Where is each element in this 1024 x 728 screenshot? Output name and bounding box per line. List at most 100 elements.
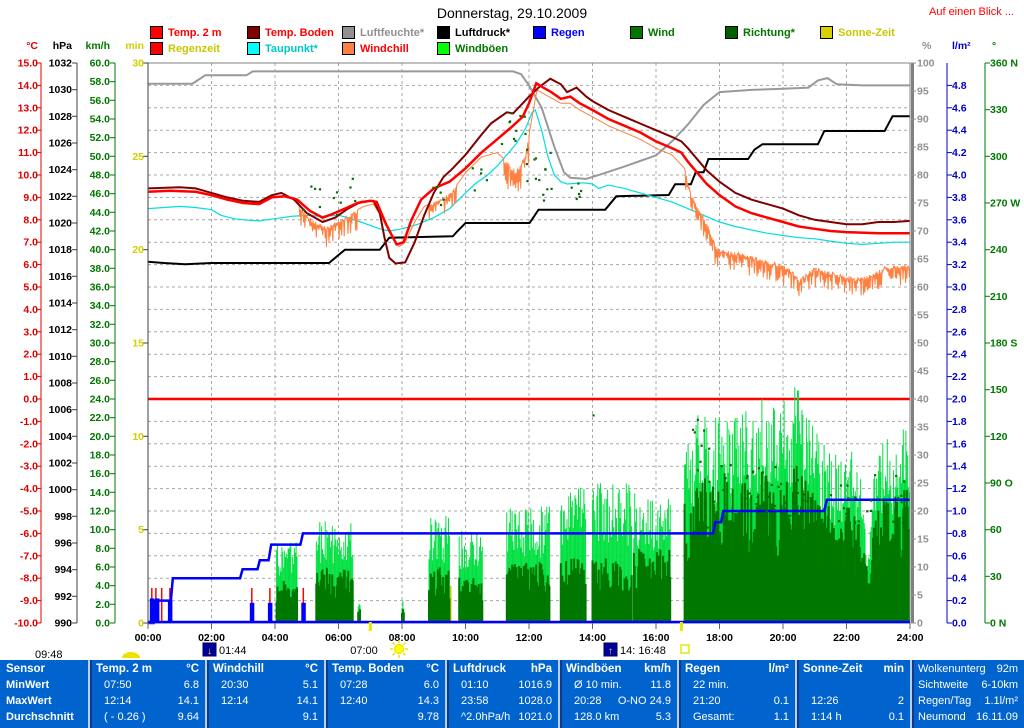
cell-value: 14.1 — [177, 695, 199, 707]
cell-value: 1021.0 — [518, 711, 552, 723]
svg-text:22:00: 22:00 — [833, 632, 860, 644]
legend-swatch — [342, 26, 355, 39]
svg-text:12.0: 12.0 — [18, 125, 39, 137]
table-cell-avg: 1:14 h 0.1 — [797, 709, 910, 725]
svg-text:20: 20 — [132, 244, 144, 256]
axis-temp: -10.0 -9.0 -8.0 -7.0 -6.0 -5.0 -4.0 -3.0 -2.0 -1.… — [14, 58, 42, 630]
svg-text:1030: 1030 — [49, 84, 73, 96]
cell-value: 14.1 — [296, 695, 318, 707]
cell-value: 1016.9 — [518, 679, 552, 691]
svg-text:5.0: 5.0 — [23, 282, 38, 294]
svg-text:10:00: 10:00 — [452, 632, 479, 644]
info-key: Regen/Tag — [918, 695, 972, 707]
legend-label: Richtung* — [743, 26, 795, 39]
table-cell-min: 07:50 6.8 — [90, 677, 205, 693]
svg-text:35: 35 — [917, 422, 929, 434]
svg-text:00:00: 00:00 — [135, 632, 162, 644]
axis-header: km/h — [85, 40, 110, 52]
legend-swatch — [342, 42, 355, 55]
axis-header: min — [125, 40, 144, 52]
cell-value: 5.1 — [302, 679, 318, 691]
info-value: 6-10km — [981, 679, 1018, 691]
legend-swatch — [533, 26, 546, 39]
svg-text:42.0: 42.0 — [90, 226, 111, 238]
svg-text:2.8: 2.8 — [952, 304, 967, 316]
table-cell-avg: Gesamt: 1.1 — [679, 709, 795, 725]
svg-text:90 O: 90 O — [990, 478, 1013, 490]
info-row-neumond: Neumond 16.11.09 — [912, 709, 1024, 725]
cell-value: 5.3 — [655, 711, 671, 723]
cell-value: 9.64 — [177, 711, 199, 723]
svg-text:70: 70 — [917, 226, 929, 238]
svg-text:24.0: 24.0 — [90, 394, 111, 406]
sensor-name: Windchill — [213, 663, 265, 675]
series-luftdruck — [147, 115, 910, 266]
cell-time: 12:40 — [340, 695, 368, 707]
svg-text:10.0: 10.0 — [90, 524, 111, 536]
svg-text:75: 75 — [917, 198, 929, 210]
svg-text:5: 5 — [138, 524, 144, 536]
svg-text:4.8: 4.8 — [952, 80, 967, 92]
legend: Temp. 2 m Temp. Boden Luftfeuchte* Luftdruc… — [0, 0, 1024, 60]
page-title: Donnerstag, 29.10.2009 — [436, 5, 588, 21]
table-row-labels: Sensor MinWert MaxWert Durchschnitt — [0, 660, 88, 728]
info-row-wolkenunterg: Wolkenunterg 92m — [912, 661, 1024, 677]
svg-text:998: 998 — [54, 511, 72, 523]
svg-text:0.0: 0.0 — [95, 618, 110, 630]
svg-text:300: 300 — [990, 151, 1008, 163]
wind-direction-dots — [302, 112, 909, 529]
svg-text:13.0: 13.0 — [18, 102, 39, 114]
column-header: Windchill °C — [207, 661, 324, 677]
sunrise-time: 07:00 — [350, 645, 378, 657]
row-label: MinWert — [6, 679, 50, 691]
svg-text:0: 0 — [138, 618, 144, 630]
svg-text:15: 15 — [132, 338, 144, 350]
sensor-name: Windböen — [566, 663, 622, 675]
svg-text:40.0: 40.0 — [90, 244, 111, 256]
legend-swatch — [725, 26, 738, 39]
table-cell-avg: 9.78 — [326, 709, 445, 725]
table-cell-max: 12:40 14.3 — [326, 693, 445, 709]
sensor-unit: °C — [186, 663, 199, 675]
info-key: Sichtweite — [918, 679, 969, 691]
svg-text:1028: 1028 — [49, 111, 73, 123]
legend-item-temp-2-m: Temp. 2 m — [150, 26, 222, 39]
svg-text:2.6: 2.6 — [952, 326, 967, 338]
legend-label: Taupunkt* — [265, 42, 318, 55]
svg-text:4.6: 4.6 — [952, 102, 967, 114]
svg-text:-5.0: -5.0 — [20, 506, 38, 518]
info-key: Neumond — [918, 711, 966, 723]
legend-label: Windböen — [455, 42, 509, 55]
sensor-name: Luftdruck — [453, 663, 507, 675]
sensor-name: Sonne-Zeit — [803, 663, 863, 675]
svg-text:360 N: 360 N — [990, 58, 1018, 70]
axis-rain: 0.0 0.2 0.4 0.6 0.8 1.0 1.2 1.4 1.6 1.8 2.0 2.2 2.4 2… — [946, 63, 967, 630]
svg-text:330: 330 — [990, 104, 1008, 116]
legend-label: Regenzeit — [168, 42, 220, 55]
svg-text:2.4: 2.4 — [952, 349, 967, 361]
legend-item-regen: Regen — [533, 26, 585, 39]
cell-time — [213, 709, 221, 725]
sensor-column-temp-boden: Temp. Boden °C 07:28 6.0 12:40 14.3 9.78 — [324, 660, 445, 728]
svg-text:0.0: 0.0 — [952, 618, 967, 630]
svg-text:60.0: 60.0 — [90, 58, 111, 70]
info-key: Wolkenunterg — [918, 663, 986, 675]
svg-text:1032: 1032 — [49, 58, 73, 70]
svg-text:6.0: 6.0 — [23, 259, 38, 271]
info-value: 92m — [996, 663, 1018, 675]
svg-text:-6.0: -6.0 — [20, 528, 38, 540]
svg-text:14:00: 14:00 — [579, 632, 606, 644]
svg-text:0: 0 — [917, 618, 923, 630]
svg-text:14.0: 14.0 — [90, 487, 111, 499]
svg-text:9.0: 9.0 — [23, 192, 38, 204]
cell-time: 21:20 — [693, 695, 721, 707]
axis-header: °C — [26, 40, 38, 52]
cell-time — [332, 709, 340, 725]
legend-swatch — [247, 26, 260, 39]
svg-text:1.0: 1.0 — [23, 371, 38, 383]
series-taupunkt — [147, 109, 910, 246]
glance-link[interactable]: Auf einen Blick ... — [929, 6, 1014, 18]
cell-value: O-NO 24.9 — [617, 695, 671, 707]
svg-text:90: 90 — [917, 114, 929, 126]
moonset-icon — [202, 642, 217, 657]
